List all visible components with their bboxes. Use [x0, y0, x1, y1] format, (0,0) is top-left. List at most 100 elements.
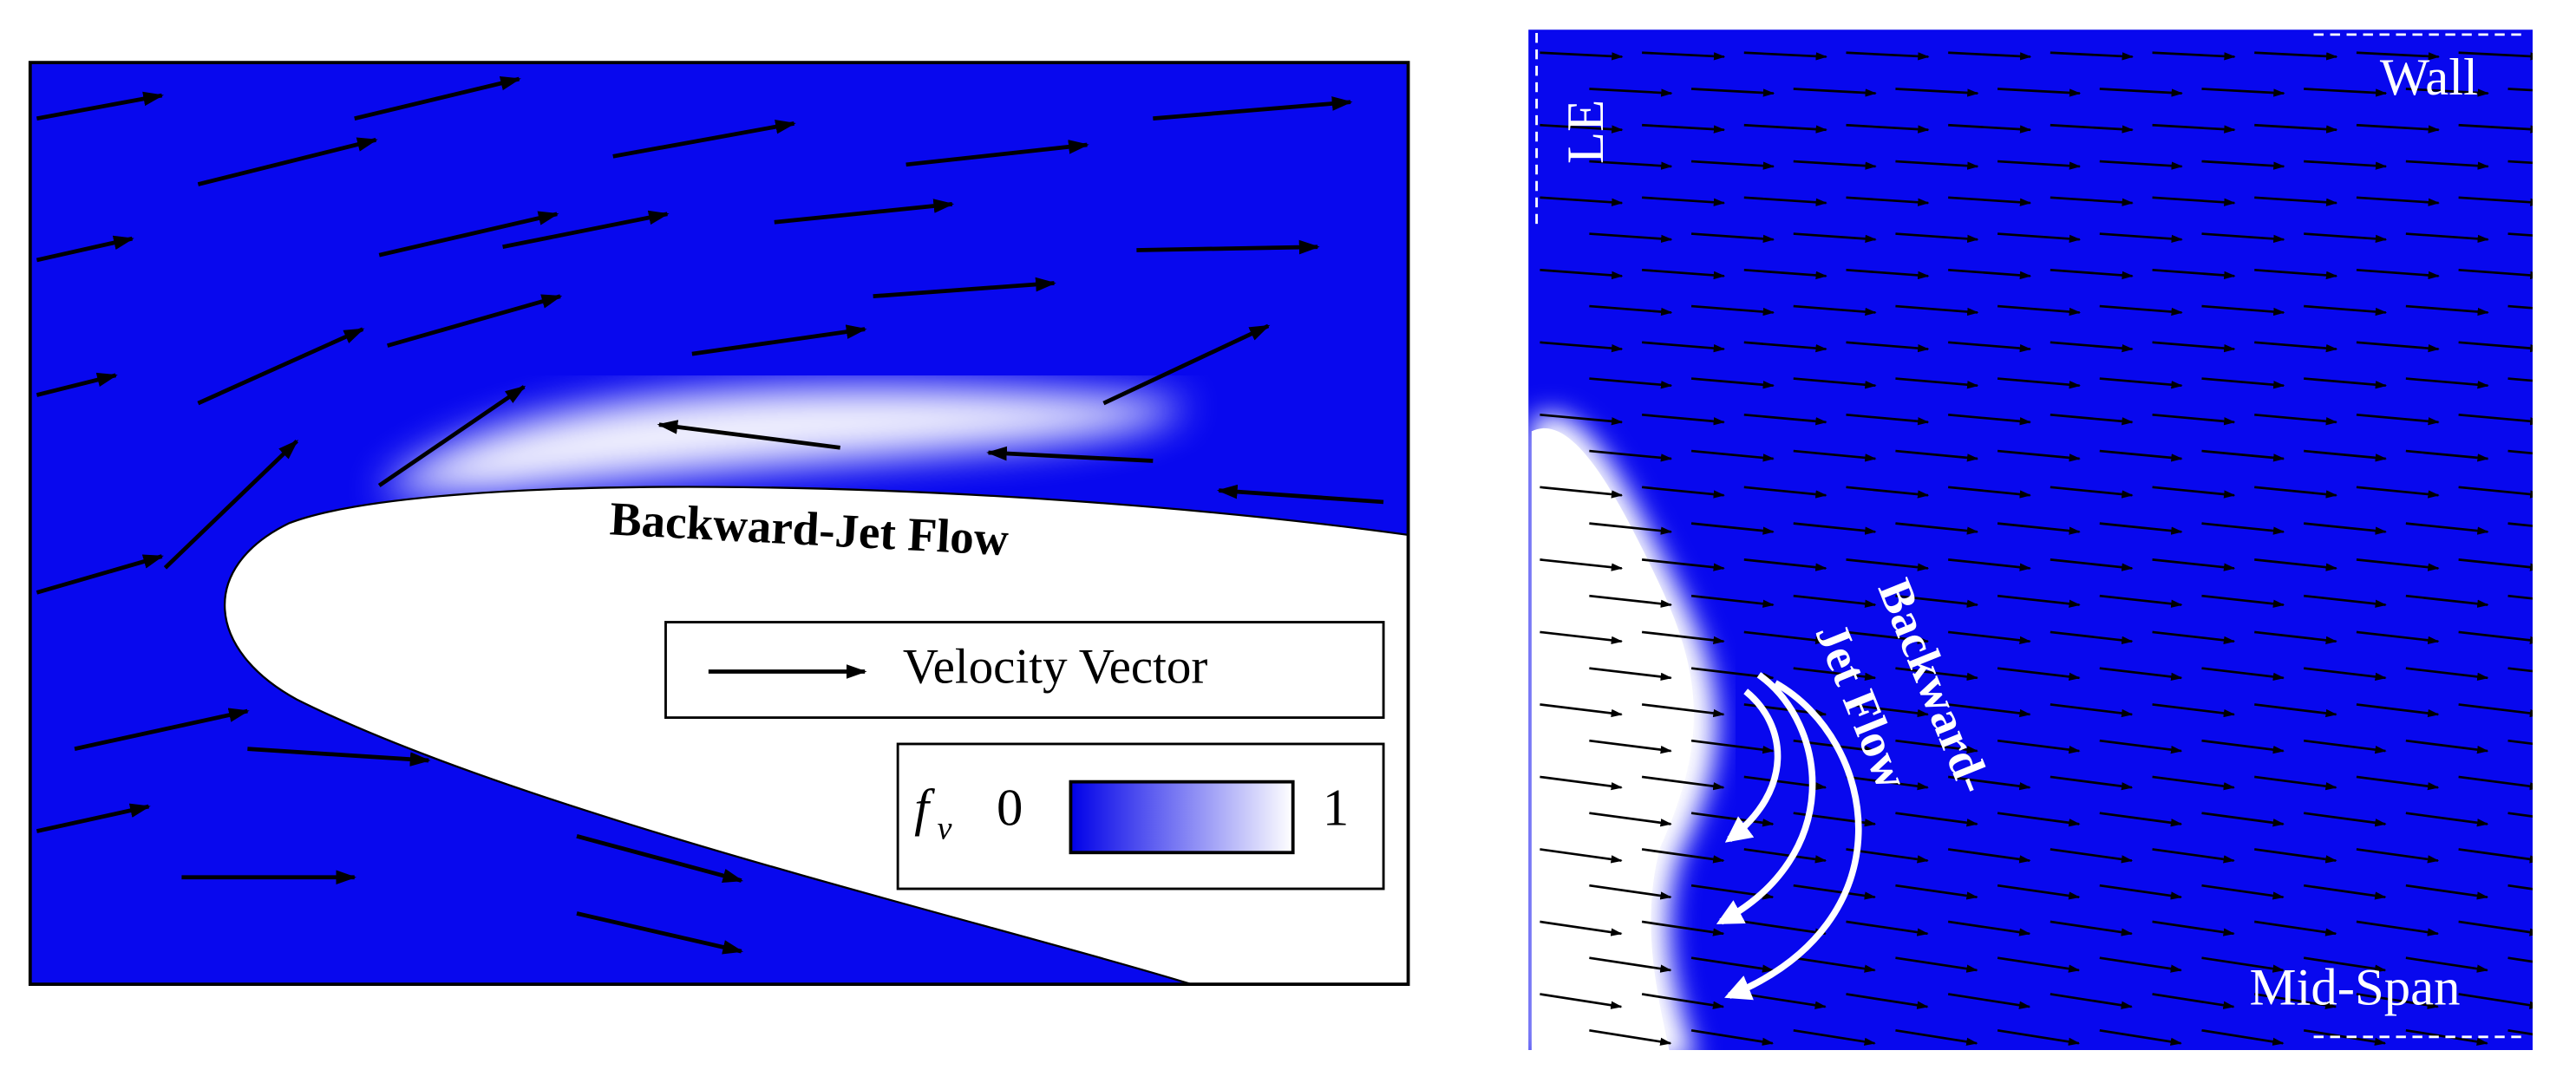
- velocity-vector: [2304, 88, 2388, 97]
- velocity-vector: [2405, 667, 2489, 682]
- velocity-vector: [1895, 956, 1978, 973]
- velocity-vector: [1589, 522, 1673, 535]
- velocity-vector: [2507, 377, 2534, 382]
- velocity-vector: [691, 324, 867, 356]
- velocity-vector: [1540, 848, 1623, 864]
- velocity-vector: [1540, 558, 1624, 571]
- velocity-vector: [1948, 703, 2031, 718]
- velocity-vector: [2152, 196, 2236, 206]
- velocity-vector: [1589, 739, 1672, 754]
- velocity-vector: [1948, 341, 2032, 353]
- velocity-vector: [2356, 414, 2440, 426]
- velocity-vector: [1997, 956, 2081, 973]
- velocity-vector: [2152, 993, 2235, 1009]
- velocity-vector: [1997, 522, 2081, 535]
- velocity-vector: [2304, 304, 2388, 316]
- velocity-vector: [2050, 196, 2134, 206]
- velocity-vector: [36, 372, 118, 397]
- velocity-vector: [2405, 232, 2489, 243]
- velocity-vector: [1997, 667, 2081, 682]
- velocity-vector: [2099, 1028, 2182, 1046]
- velocity-vector: [1793, 667, 1877, 682]
- velocity-vector: [1589, 884, 1672, 900]
- velocity-vector: [2201, 956, 2285, 973]
- velocity-vector: [1642, 123, 1726, 134]
- velocity-vector: [1743, 51, 1827, 61]
- velocity-vector: [74, 708, 250, 751]
- velocity-vector: [2356, 341, 2440, 353]
- velocity-vector: [2254, 703, 2337, 718]
- velocity-vector: [1997, 1028, 2081, 1046]
- velocity-vector: [2405, 594, 2489, 608]
- velocity-vector: [2050, 414, 2134, 426]
- velocity-vector: [1589, 88, 1673, 97]
- velocity-vector: [2356, 51, 2441, 61]
- velocity-vector: [1642, 196, 1726, 206]
- velocity-vector: [247, 747, 431, 767]
- velocity-vector: [2303, 1028, 2387, 1046]
- velocity-vector: [2405, 304, 2489, 316]
- velocity-vector: [2152, 51, 2236, 61]
- velocity-vector: [2254, 414, 2338, 426]
- velocity-vector: [1589, 1028, 1672, 1046]
- velocity-vector: [1895, 1028, 1978, 1046]
- velocity-vector: [1895, 667, 1978, 682]
- velocity-vector: [1948, 268, 2032, 280]
- velocity-vector: [1895, 304, 1979, 316]
- velocity-vector: [36, 91, 164, 121]
- velocity-vector: [1793, 594, 1877, 608]
- mid-span-label: Mid-Span: [2250, 959, 2461, 1017]
- velocity-vector: [1589, 449, 1673, 462]
- velocity-vector: [1589, 304, 1673, 316]
- velocity-vector: [1846, 558, 1930, 571]
- velocity-vector: [1690, 304, 1775, 316]
- velocity-vector: [2507, 594, 2534, 600]
- velocity-vector: [1948, 630, 2031, 644]
- velocity-vector: [2304, 160, 2388, 170]
- velocity-vector: [2458, 775, 2534, 791]
- velocity-vector: [1743, 630, 1827, 644]
- velocity-vector: [576, 833, 744, 883]
- velocity-vector: [2050, 920, 2134, 936]
- velocity-vector: [2099, 449, 2183, 462]
- velocity-vector: [2099, 594, 2183, 608]
- velocity-vector: [2254, 268, 2338, 280]
- velocity-vector: [2201, 88, 2285, 97]
- velocity-vector: [2458, 703, 2534, 718]
- velocity-vector: [1641, 993, 1725, 1009]
- velocity-vector: [1997, 739, 2081, 754]
- velocity-vector: [2458, 630, 2534, 644]
- velocity-vector: [1846, 268, 1930, 280]
- velocity-vector: [1846, 630, 1930, 644]
- velocity-vector: [1997, 88, 2082, 97]
- velocity-vector: [2099, 667, 2183, 682]
- velocity-vector: [2356, 486, 2440, 499]
- velocity-vector: [1895, 812, 1978, 827]
- velocity-vector: [197, 137, 378, 186]
- velocity-vector: [2099, 88, 2183, 97]
- velocity-vector: [1948, 123, 2032, 134]
- velocity-vector: [873, 277, 1056, 299]
- velocity-vector: [2099, 739, 2183, 754]
- velocity-vector: [1997, 304, 2082, 316]
- velocity-vector: [2201, 739, 2285, 754]
- velocity-vector: [2507, 956, 2534, 963]
- velocity-vector: [1895, 232, 1979, 243]
- colorbar-subscript: v: [938, 810, 952, 846]
- velocity-vector: [2050, 558, 2134, 571]
- velocity-vector: [2099, 160, 2183, 170]
- velocity-vector: [2507, 160, 2534, 165]
- velocity-vector: [774, 199, 955, 225]
- velocity-vector: [1540, 341, 1624, 353]
- velocity-vector: [1793, 884, 1877, 900]
- velocity-vector: [2201, 160, 2285, 170]
- velocity-vector: [2304, 377, 2388, 389]
- velocity-vector: [2254, 196, 2338, 206]
- velocity-vector: [1895, 884, 1978, 900]
- velocity-vector: [2458, 486, 2534, 499]
- velocity-vector: [1743, 848, 1827, 864]
- velocity-vector: [1690, 594, 1775, 608]
- flow-arrows: [1716, 672, 1862, 1001]
- velocity-vector: [2356, 196, 2440, 206]
- velocity-vector: [1589, 812, 1672, 827]
